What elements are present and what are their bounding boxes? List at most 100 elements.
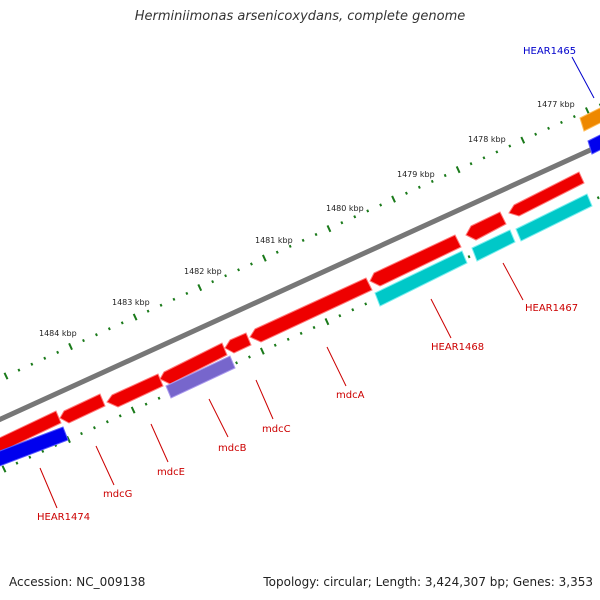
- leader-mdcB: [208, 398, 229, 438]
- outer-minor-tick: [56, 350, 60, 355]
- gene-hear1474-fwd[interactable]: [0, 410, 62, 453]
- outer-minor-tick: [417, 185, 421, 189]
- outer-major-tick: [584, 107, 590, 115]
- label-hear1474[interactable]: HEAR1474: [37, 512, 90, 523]
- outer-major-tick: [132, 313, 138, 321]
- scale-label-1480: 1480 kbp: [326, 204, 364, 213]
- label-leaders: [39, 56, 595, 509]
- inner-major-tick: [259, 347, 265, 355]
- gene-hear1467[interactable]: [508, 171, 585, 217]
- scale-label-1482: 1482 kbp: [184, 267, 222, 276]
- inner-minor-tick: [105, 420, 109, 424]
- accession-text: Accession: NC_009138: [9, 575, 146, 589]
- outer-major-tick: [197, 283, 203, 292]
- gene-hear1468-fwd[interactable]: [465, 211, 507, 241]
- inner-minor-tick: [364, 302, 368, 306]
- label-hear1468[interactable]: HEAR1468: [431, 342, 484, 353]
- outer-scale-ticks: [3, 103, 600, 380]
- outer-minor-tick: [94, 333, 98, 337]
- genome-summary-text: Topology: circular; Length: 3,424,307 bp…: [263, 575, 593, 589]
- gene-mdcA[interactable]: [249, 277, 373, 343]
- outer-minor-tick: [211, 280, 215, 284]
- backbone-line: [0, 142, 600, 423]
- map-title: Herminiimonas arsenicoxydans, complete g…: [134, 9, 466, 24]
- outer-minor-tick: [237, 268, 241, 272]
- leader-mdcC: [255, 379, 274, 420]
- scale-label-1483: 1483 kbp: [112, 298, 150, 307]
- scale-label-1477: 1477 kbp: [537, 100, 575, 109]
- gene-mdcB-fwd[interactable]: [159, 342, 228, 385]
- outer-minor-tick: [172, 297, 176, 301]
- outer-minor-tick: [469, 162, 473, 166]
- outer-minor-tick: [379, 203, 383, 207]
- inner-minor-tick: [28, 455, 32, 459]
- label-hear1467[interactable]: HEAR1467: [525, 303, 578, 314]
- gene-hear1465[interactable]: [587, 133, 600, 155]
- inner-minor-tick: [41, 449, 45, 453]
- inner-minor-tick: [235, 361, 239, 365]
- label-mdcA[interactable]: mdcA: [336, 390, 365, 401]
- outer-major-tick: [391, 195, 396, 203]
- inner-major-tick: [66, 435, 71, 444]
- outer-major-tick: [261, 254, 267, 262]
- scale-label-1481: 1481 kbp: [255, 236, 293, 245]
- gene-mdcB[interactable]: [165, 355, 236, 399]
- gene-labels: HEAR1465 HEAR1467 HEAR1468 mdcA mdcC mdc…: [37, 46, 578, 523]
- gene-hear1468[interactable]: [471, 229, 516, 262]
- inner-minor-tick: [80, 432, 83, 436]
- outer-minor-tick: [547, 126, 551, 130]
- gene-hear1468-b[interactable]: [374, 250, 468, 307]
- inner-minor-tick: [467, 255, 471, 259]
- inner-minor-tick: [247, 355, 251, 359]
- gene-mdcC[interactable]: [224, 332, 252, 354]
- scale-label-1484: 1484 kbp: [39, 329, 77, 338]
- outer-minor-tick: [146, 309, 150, 313]
- outer-major-tick: [520, 136, 526, 144]
- gene-hear1467-rev[interactable]: [515, 193, 593, 242]
- outer-minor-tick: [120, 321, 124, 325]
- outer-minor-tick: [353, 215, 357, 219]
- outer-major-tick: [455, 165, 461, 174]
- gene-mdcG[interactable]: [59, 393, 106, 424]
- scale-label-1479: 1479 kbp: [397, 170, 435, 179]
- inner-minor-tick: [118, 414, 122, 418]
- gene-mdcE[interactable]: [106, 373, 164, 408]
- inner-minor-tick: [92, 426, 96, 430]
- outer-major-tick: [326, 224, 332, 233]
- outer-minor-tick: [82, 339, 85, 343]
- label-mdcB[interactable]: mdcB: [218, 443, 247, 454]
- forward-strand-genes: [0, 171, 585, 453]
- reverse-strand-genes: [0, 107, 600, 467]
- inner-minor-tick: [596, 196, 600, 200]
- outer-minor-tick: [340, 221, 344, 225]
- inner-minor-tick: [299, 331, 303, 336]
- outer-minor-tick: [534, 132, 538, 136]
- label-mdcG[interactable]: mdcG: [103, 489, 132, 500]
- leader-hear1467: [502, 262, 524, 301]
- outer-minor-tick: [443, 173, 447, 178]
- outer-minor-tick: [224, 274, 228, 278]
- outer-minor-tick: [430, 179, 434, 183]
- label-mdcC[interactable]: mdcC: [262, 424, 291, 435]
- outer-minor-tick: [495, 150, 499, 154]
- outer-minor-tick: [366, 209, 370, 213]
- gene-mdcA-region[interactable]: [369, 234, 462, 287]
- label-hear1465[interactable]: HEAR1465: [523, 46, 576, 57]
- leader-mdcG: [95, 445, 115, 486]
- outer-minor-tick: [288, 244, 292, 248]
- inner-major-tick: [324, 317, 330, 326]
- inner-minor-tick: [157, 396, 161, 400]
- label-mdcE[interactable]: mdcE: [157, 467, 185, 478]
- gene-hear1474[interactable]: [0, 426, 69, 467]
- scale-label-1478: 1478 kbp: [468, 135, 506, 144]
- gene-orange[interactable]: [579, 107, 600, 132]
- inner-minor-tick: [286, 337, 290, 341]
- outer-minor-tick: [301, 238, 305, 243]
- outer-minor-tick: [17, 368, 21, 372]
- outer-minor-tick: [30, 362, 34, 366]
- outer-minor-tick: [559, 120, 563, 125]
- inner-minor-tick: [338, 314, 342, 318]
- outer-major-tick: [3, 372, 9, 380]
- outer-minor-tick: [249, 262, 253, 266]
